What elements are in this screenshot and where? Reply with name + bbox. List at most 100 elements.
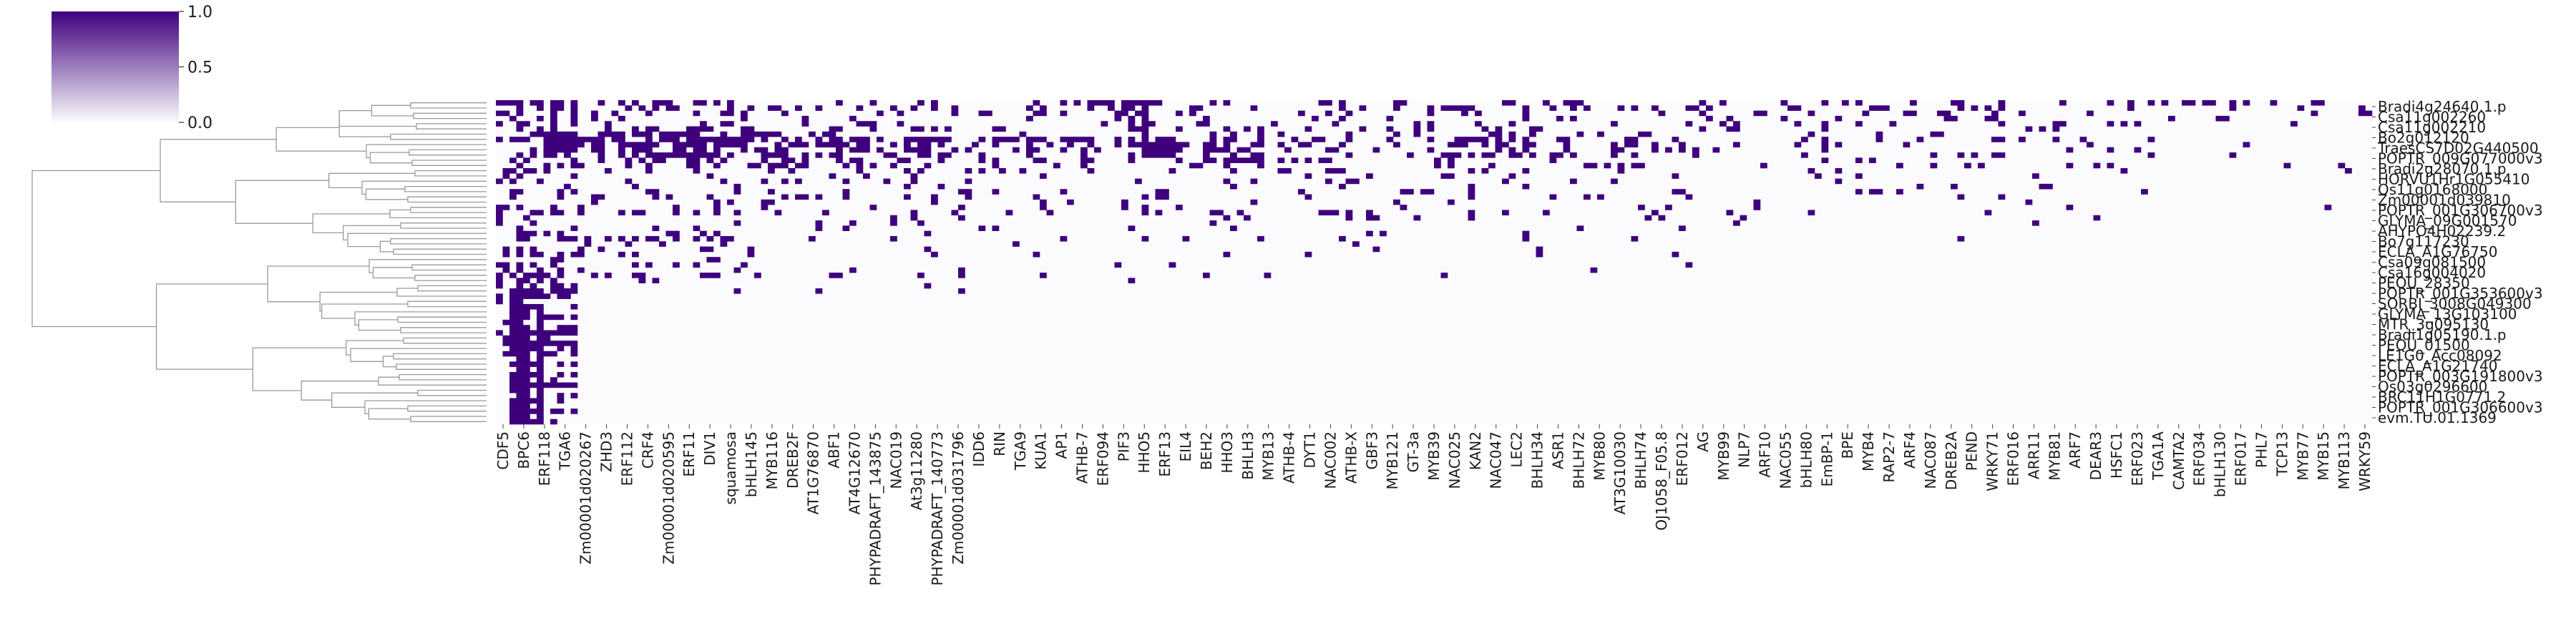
heatmap-cell [1141, 131, 1149, 137]
heatmap-cell [706, 235, 714, 242]
heatmap-cell [890, 235, 897, 242]
column-label: RIN [991, 431, 1008, 456]
heatmap-cell [1631, 162, 1645, 169]
heatmap-cell [509, 371, 544, 378]
heatmap-cell [693, 110, 701, 117]
column-label: TCP13 [2273, 431, 2290, 477]
heatmap-cell [1617, 105, 1625, 111]
heatmap-cell [1196, 121, 1210, 127]
heatmap-cell [720, 157, 728, 163]
heatmap-cell [2039, 183, 2053, 190]
heatmap-cell [2093, 162, 2101, 169]
heatmap-cell [611, 137, 625, 142]
heatmap-cell [815, 288, 823, 294]
heatmap-cell [1930, 131, 1944, 137]
heatmap-cell [917, 220, 924, 226]
heatmap-cell [1787, 105, 1802, 111]
heatmap-cell [550, 409, 565, 414]
heatmap-cell [1998, 100, 2006, 106]
heatmap-cell [978, 152, 986, 158]
heatmap-cell [713, 162, 721, 169]
heatmap-cell [815, 194, 823, 200]
heatmap-cell [591, 115, 598, 122]
heatmap-cell [1304, 126, 1312, 132]
heatmap-cell [1597, 131, 1604, 137]
dendrogram-branch [267, 265, 370, 303]
heatmap-cell [550, 105, 565, 111]
heatmap-cell [1230, 152, 1237, 158]
heatmap-cell [910, 173, 918, 179]
heatmap-cell [1203, 142, 1217, 148]
heatmap-cell [1141, 210, 1149, 216]
dendrogram-branch [410, 416, 487, 422]
row-label: Os11g0168000 [2378, 181, 2487, 198]
heatmap-cell [1339, 142, 1346, 148]
column-label: MYB39 [1425, 431, 1443, 481]
heatmap-cell [1481, 152, 1496, 158]
heatmap-cell [1617, 162, 1625, 169]
heatmap-cell [1060, 100, 1068, 106]
heatmap-cell [1475, 121, 1482, 127]
heatmap-cell [2215, 115, 2230, 122]
heatmap-cell [1584, 105, 1591, 111]
heatmap-cell [1638, 205, 1645, 210]
heatmap-cell [605, 273, 612, 278]
heatmap-cell [713, 205, 721, 210]
heatmap-cell [945, 126, 952, 132]
heatmap-cell [570, 314, 578, 321]
heatmap-cell [645, 162, 653, 169]
heatmap-cell [2019, 137, 2026, 142]
heatmap-cell [1971, 105, 1979, 111]
heatmap-cell [645, 137, 653, 142]
heatmap-cell [1407, 152, 1414, 158]
heatmap-cell [1951, 183, 1958, 190]
heatmap-cell [638, 105, 646, 111]
heatmap-cell [1189, 105, 1204, 111]
heatmap-cell [917, 100, 924, 106]
heatmap-cell [1277, 167, 1292, 174]
heatmap-cell [1114, 142, 1122, 148]
heatmap-cell [1440, 152, 1462, 158]
heatmap-cell [2087, 110, 2094, 117]
heatmap-cell [992, 162, 1000, 169]
heatmap-cell [625, 105, 633, 111]
heatmap-cell [1611, 178, 1618, 185]
heatmap-cell [727, 100, 734, 106]
heatmap-cell [673, 262, 680, 268]
heatmap-cell [597, 152, 605, 158]
heatmap-cell [713, 142, 748, 148]
heatmap-cell [496, 215, 503, 221]
heatmap-cell [1026, 115, 1033, 122]
heatmap-cell [2311, 100, 2325, 106]
heatmap-cell [1855, 157, 1863, 163]
heatmap-cell [1393, 105, 1400, 111]
heatmap-cell [849, 115, 857, 122]
heatmap-cell [849, 147, 870, 153]
heatmap-cell [673, 210, 680, 216]
column-label: NAC055 [1777, 431, 1795, 489]
heatmap-cell [1991, 110, 1999, 117]
heatmap-cell [842, 194, 850, 200]
column-label: DIV1 [701, 431, 718, 466]
column-label: MYB4 [1860, 431, 1877, 471]
heatmap-cell [836, 157, 843, 163]
heatmap-cell [543, 142, 585, 148]
heatmap-cell [1719, 121, 1727, 127]
heatmap-cell [1855, 100, 1863, 106]
heatmap-cell [1141, 235, 1149, 242]
heatmap-cell [550, 100, 565, 106]
heatmap-cell [904, 142, 911, 148]
heatmap-cell [509, 115, 517, 122]
heatmap-cell [1726, 210, 1734, 216]
heatmap-cell [537, 267, 544, 273]
heatmap-cell [965, 167, 972, 174]
heatmap-cell [733, 189, 741, 195]
heatmap-cell [836, 147, 843, 153]
heatmap-cell [605, 121, 612, 127]
heatmap-cell [1067, 199, 1074, 205]
heatmap-cell [1903, 142, 1911, 148]
row-label: TraesCS7D02G440500 [2377, 140, 2539, 157]
heatmap-cell [958, 215, 965, 221]
heatmap-cell [2345, 167, 2352, 174]
heatmap-cell [1978, 162, 1985, 169]
